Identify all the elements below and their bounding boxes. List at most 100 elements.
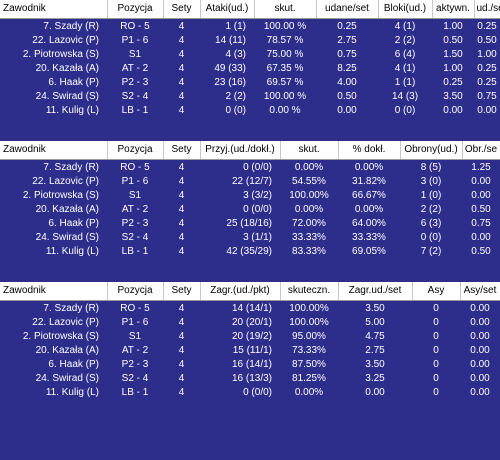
table-cell: RO - 5 <box>120 161 150 173</box>
table-cell: 4 <box>178 344 185 356</box>
table-cell: 81.25% <box>292 372 326 384</box>
column-header[interactable]: skuteczn. <box>280 282 339 301</box>
table-cell: 0 <box>433 372 439 384</box>
table-row[interactable]: 11. Kulig (L) LB - 1 4 42 (35/29) 83.33% 69.0… <box>0 245 500 259</box>
column-header[interactable]: Asy/set <box>460 282 500 301</box>
table-cell: 4 <box>178 316 185 328</box>
table-cell: 83.33% <box>292 245 326 257</box>
table-cell: 100.00 % <box>263 20 307 32</box>
table-cell: P2 - 3 <box>121 217 149 229</box>
table-row[interactable]: 7. Szady (R) RO - 5 4 0 (0/0) 0.00% 0.00% 8 (5… <box>0 159 500 175</box>
column-header[interactable]: Sety <box>163 0 201 19</box>
table-row[interactable]: 6. Haak (P) P2 - 3 4 23 (16) 69.57 % 4.00 1 (1… <box>0 76 500 90</box>
table-cell: 0.50 <box>337 90 357 102</box>
column-header[interactable]: udane/set <box>316 0 379 19</box>
attack-block-stats-table: Zawodnik Pozycja Sety Ataki(ud.) skut. udane/… <box>0 0 500 118</box>
table-row[interactable]: 22. Lazovic (P) P1 - 6 4 14 (11) 78.57 % 2.75… <box>0 34 500 48</box>
table-cell: 4 (1) <box>394 20 416 32</box>
table-cell: 25 (18/16) <box>226 217 272 229</box>
table-cell: 1.50 <box>443 48 463 60</box>
column-header[interactable]: Ataki(ud.) <box>200 0 255 19</box>
table-row[interactable]: 20. Kazała (A) AT - 2 4 49 (33) 67.35 % 8.25 4… <box>0 62 500 76</box>
table-cell: 4 <box>178 217 185 229</box>
table-cell: 4 <box>178 62 185 74</box>
player-name-cell: 2. Piotrowska (S) <box>22 48 99 60</box>
column-header[interactable]: Zawodnik <box>0 282 108 301</box>
table-row[interactable]: 2. Piotrowska (S) S1 4 4 (3) 75.00 % 0.75 6 (4… <box>0 48 500 62</box>
table-cell: 4 <box>178 76 185 88</box>
table-cell: S2 - 4 <box>121 90 149 102</box>
table-row[interactable]: 20. Kazała (A) AT - 2 4 0 (0/0) 0.00% 0.00% 2 … <box>0 203 500 217</box>
table-cell: 0 (0/0) <box>243 386 272 398</box>
table-cell: 0.25 <box>337 20 357 32</box>
table-cell: 3.25 <box>365 372 385 384</box>
table-cell: 2.75 <box>365 344 385 356</box>
table-cell: 0.00 <box>443 104 463 116</box>
table-cell: 5.00 <box>365 316 385 328</box>
table-cell: AT - 2 <box>121 344 149 356</box>
table-row[interactable]: 11. Kulig (L) LB - 1 4 0 (0) 0.00 % 0.00 0 (0)… <box>0 104 500 118</box>
table-row[interactable]: 7. Szady (R) RO - 5 4 1 (1) 100.00 % 0.25 4 (1… <box>0 18 500 34</box>
table-cell: 3.50 <box>365 302 385 314</box>
column-header[interactable]: Bloki(ud.) <box>378 0 433 19</box>
table-cell: 4.75 <box>365 330 385 342</box>
table-row[interactable]: 11. Kulig (L) LB - 1 4 0 (0/0) 0.00% 0.00 0 0.0… <box>0 386 500 400</box>
table-cell: 66.67% <box>352 189 386 201</box>
column-header[interactable]: Zawodnik <box>0 0 108 19</box>
column-header[interactable]: % dokł. <box>338 141 401 160</box>
column-header[interactable]: Pozycja <box>107 141 164 160</box>
table-row[interactable]: 22. Lazovic (P) P1 - 6 4 20 (20/1) 100.00% 5.… <box>0 316 500 330</box>
column-header[interactable]: Zawodnik <box>0 141 108 160</box>
table-row[interactable]: 24. Swirad (S) S2 - 4 4 3 (1/1) 33.33% 33.33%… <box>0 231 500 245</box>
column-header[interactable]: Pozycja <box>107 0 164 19</box>
column-header[interactable]: Zagr.ud./set <box>338 282 413 301</box>
table-cell: 3.50 <box>365 358 385 370</box>
column-header[interactable]: skut. <box>280 141 339 160</box>
table-cell: 15 (11/1) <box>232 344 272 356</box>
table-cell: P2 - 3 <box>121 76 149 88</box>
column-header[interactable]: ud./se <box>474 0 500 19</box>
table-cell: 0.00 <box>471 231 491 243</box>
table-cell: 0.00 <box>470 358 490 370</box>
table-cell: 0.00% <box>294 203 324 215</box>
table-row[interactable]: 2. Piotrowska (S) S1 4 3 (3/2) 100.00% 66.67%… <box>0 189 500 203</box>
table-cell: 0.00 <box>470 386 490 398</box>
table-cell: 72.00% <box>292 217 326 229</box>
table-row[interactable]: 2. Piotrowska (S) S1 4 20 (19/2) 95.00% 4.75 0… <box>0 330 500 344</box>
table-cell: 0.00 <box>471 189 491 201</box>
table-cell: 3 (0) <box>420 175 442 187</box>
column-header[interactable]: Asy <box>412 282 461 301</box>
column-header[interactable]: Pozycja <box>107 282 164 301</box>
column-header[interactable]: Przyj.(ud./dokł.) <box>200 141 281 160</box>
column-header[interactable]: Obr./se <box>462 141 500 160</box>
table-cell: 4 (3) <box>225 48 246 60</box>
table-cell: 6 (3) <box>420 217 442 229</box>
table-row[interactable]: 6. Haak (P) P2 - 3 4 16 (14/1) 87.50% 3.50 0 0.… <box>0 358 500 372</box>
table-cell: 4 (1) <box>394 62 416 74</box>
table-cell: AT - 2 <box>121 62 149 74</box>
table-cell: 87.50% <box>292 358 326 370</box>
player-name-cell: 20. Kazała (A) <box>35 344 99 356</box>
table-cell: 0.25 <box>477 76 497 88</box>
table-row[interactable]: 7. Szady (R) RO - 5 4 14 (14/1) 100.00% 3.50 0… <box>0 300 500 316</box>
table-cell: LB - 1 <box>121 386 149 398</box>
column-header[interactable]: aktywn. <box>432 0 475 19</box>
table-cell: 3 (1/1) <box>243 231 272 243</box>
column-header[interactable]: Sety <box>163 141 201 160</box>
table-cell: 0.00 <box>470 302 490 314</box>
reception-defense-stats-section: Zawodnik Pozycja Sety Przyj.(ud./dokł.) skut… <box>0 141 500 259</box>
column-header[interactable]: Obrony(ud.) <box>400 141 463 160</box>
table-cell: 2 (2) <box>394 34 416 46</box>
player-name-cell: 6. Haak (P) <box>48 217 99 229</box>
table-row[interactable]: 22. Lazovic (P) P1 - 6 4 22 (12/7) 54.55% 31.… <box>0 175 500 189</box>
table-row[interactable]: 24. Swirad (S) S2 - 4 4 16 (13/3) 81.25% 3.25… <box>0 372 500 386</box>
column-header[interactable]: Zagr.(ud./pkt) <box>200 282 281 301</box>
column-header[interactable]: Sety <box>163 282 201 301</box>
table-row[interactable]: 6. Haak (P) P2 - 3 4 25 (18/16) 72.00% 64.00%… <box>0 217 500 231</box>
table-row[interactable]: 24. Swirad (S) S2 - 4 4 2 (2) 100.00 % 0.50 14… <box>0 90 500 104</box>
table-cell: 0 <box>433 316 439 328</box>
table-row[interactable]: 20. Kazała (A) AT - 2 4 15 (11/1) 73.33% 2.75… <box>0 344 500 358</box>
table-cell: 4 <box>178 302 185 314</box>
column-header[interactable]: skut. <box>254 0 317 19</box>
table-cell: 0.00 <box>470 372 490 384</box>
